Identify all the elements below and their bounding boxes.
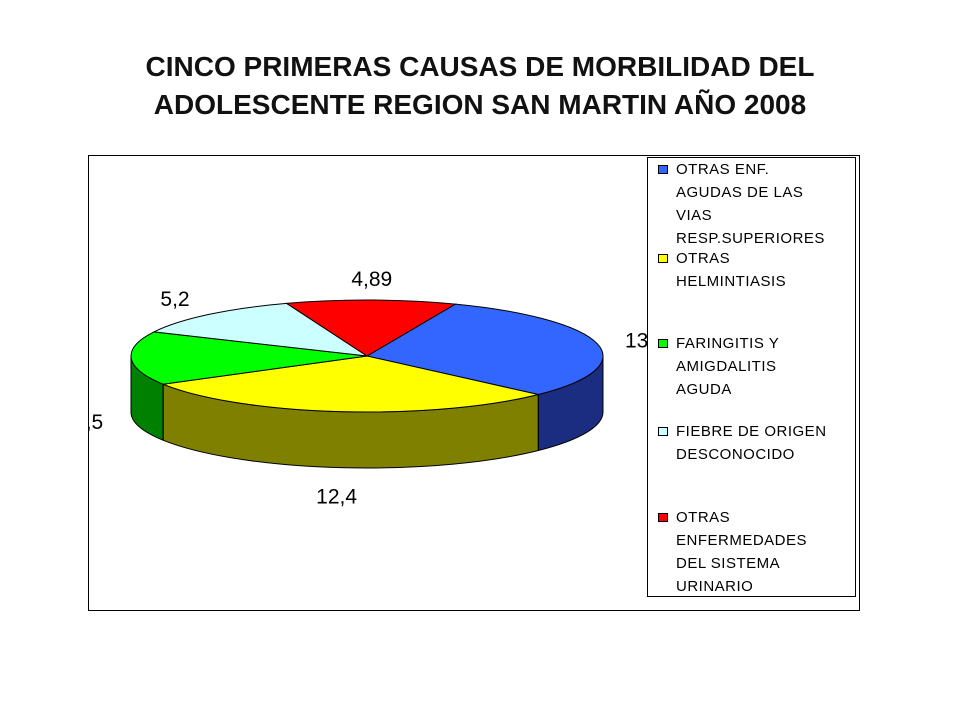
chart-title: CINCO PRIMERAS CAUSAS DE MORBILIDAD DEL … <box>40 48 920 124</box>
chart-title-line-2: ADOLESCENTE REGION SAN MARTIN AÑO 2008 <box>153 89 807 120</box>
pie-chart: 13 12,4 6,5 5,2 4,89 <box>89 268 648 508</box>
legend-label-line: RESP.SUPERIORES <box>676 230 825 247</box>
pie-slice-4 <box>285 299 457 357</box>
legend-label-line: URINARIO <box>676 578 754 595</box>
legend-swatch-fiebre <box>658 427 668 436</box>
legend-label-line: OTRAS <box>676 509 731 526</box>
legend-label-line: OTRAS <box>676 250 731 267</box>
legend-swatch-urinario <box>658 513 668 522</box>
legend-label-line: FIEBRE DE ORIGEN <box>676 423 827 440</box>
legend-label-line: DEL SISTEMA <box>676 555 781 572</box>
pie-value-label: 4,89 <box>351 268 392 291</box>
legend: OTRAS ENF. AGUDAS DE LAS VIAS RESP.SUPER… <box>647 157 856 597</box>
legend-label-line: AGUDA <box>676 381 732 398</box>
pie-value-label: 6,5 <box>89 411 103 434</box>
pie-value-label: 5,2 <box>160 288 189 311</box>
legend-label-line: FARINGITIS Y <box>676 335 780 352</box>
pie-slice-3 <box>152 302 368 357</box>
legend-label-line: OTRAS ENF. <box>676 161 770 178</box>
legend-swatch-faringitis <box>658 339 668 348</box>
legend-label-line: VIAS <box>676 207 713 224</box>
legend-swatch-helmintiasis <box>658 254 668 263</box>
legend-label-line: AGUDAS DE LAS <box>676 184 804 201</box>
legend-label-line: ENFERMEDADES <box>676 532 808 549</box>
pie-slice-1 <box>161 355 539 413</box>
pie-value-label: 13 <box>625 329 648 352</box>
pie-value-label: 12,4 <box>316 485 357 508</box>
chart-frame: 13 12,4 6,5 5,2 4,89 OTRAS ENF. AGUDAS DE LA… <box>88 155 860 611</box>
legend-label-line: HELMINTIASIS <box>676 273 787 290</box>
chart-title-line-1: CINCO PRIMERAS CAUSAS DE MORBILIDAD DEL <box>145 51 815 82</box>
legend-swatch-resp-superiores <box>658 165 668 174</box>
legend-label-line: AMIGDALITIS <box>676 358 777 375</box>
pie-slice-0 <box>365 303 604 396</box>
legend-label-line: DESCONOCIDO <box>676 446 795 463</box>
pie-slice-2 <box>130 331 368 385</box>
